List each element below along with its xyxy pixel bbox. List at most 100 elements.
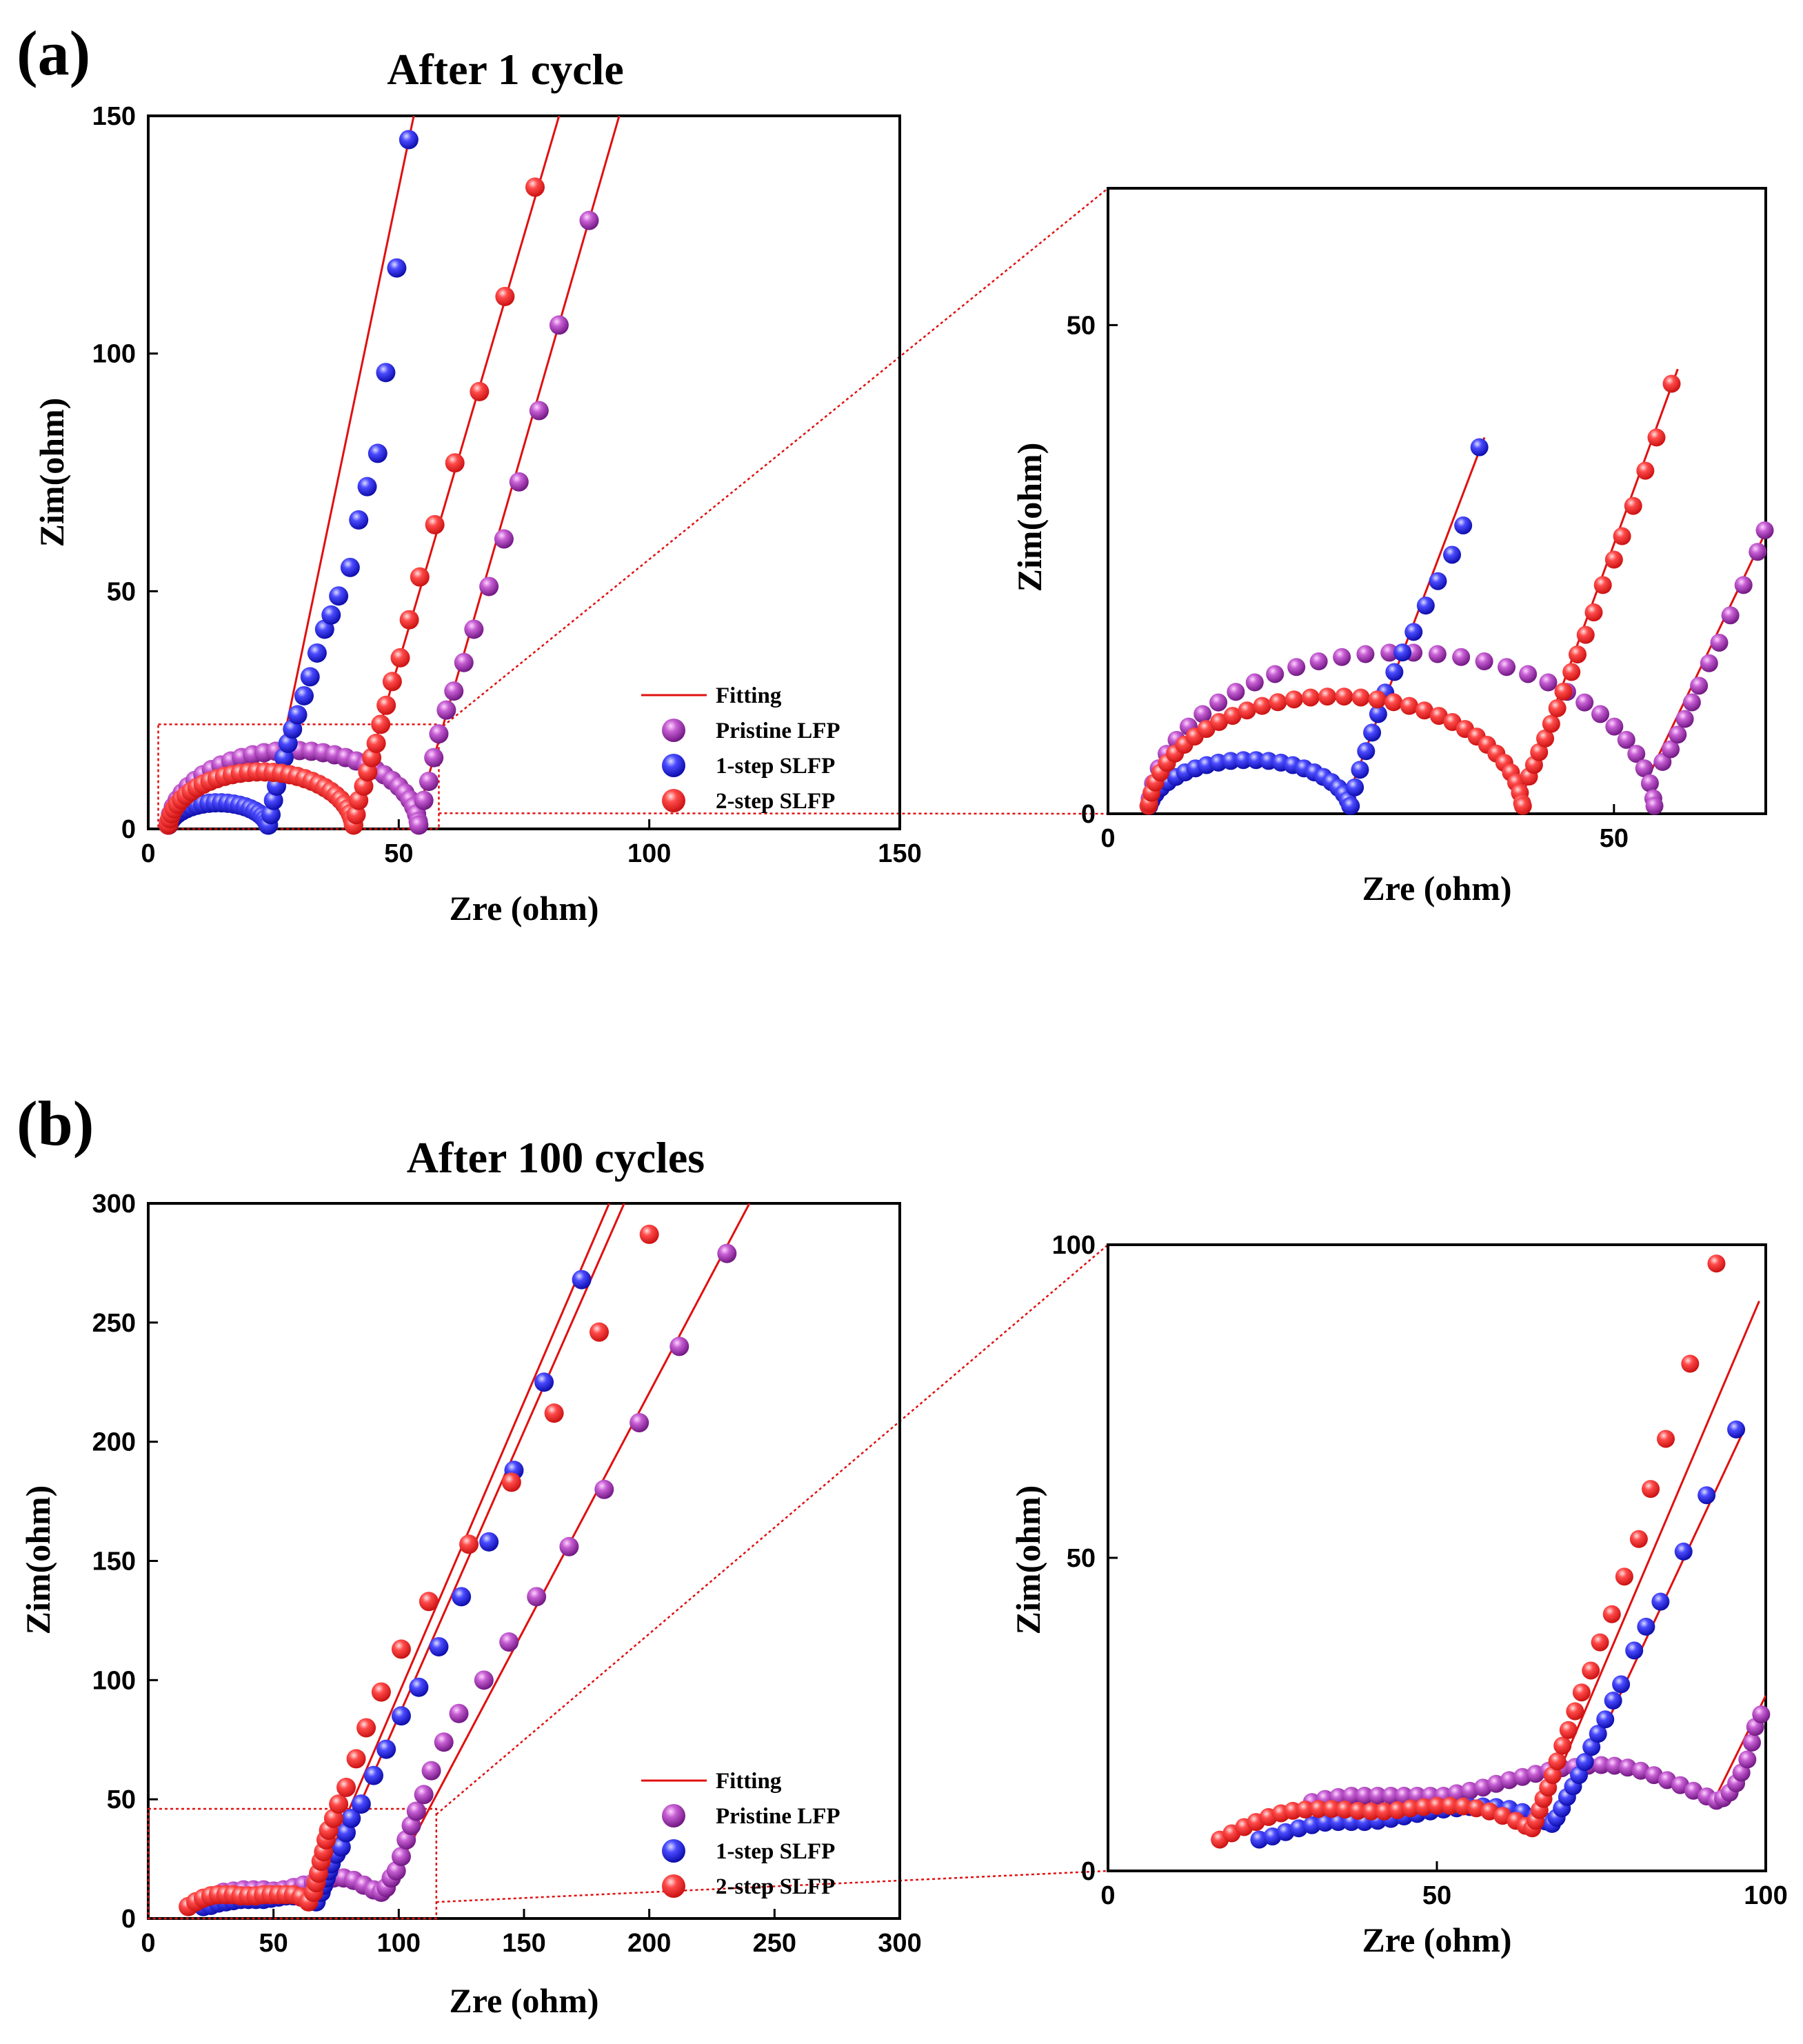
- plot-frame: [147, 114, 901, 830]
- point-step2: [639, 1224, 659, 1244]
- point-step1: [1429, 572, 1447, 590]
- point-step2: [371, 1682, 391, 1702]
- point-step2: [1513, 796, 1532, 815]
- chart-b-main: 0 50 100 150 200 250 300 0 50 100 150 200 250 300 Fit…: [19, 1190, 922, 2020]
- legend-pristine-swatch: [662, 719, 685, 742]
- point-step1: [1346, 778, 1364, 796]
- point-pristine: [1382, 1787, 1400, 1805]
- point-step1: [329, 586, 349, 606]
- point-pristine: [1193, 705, 1212, 723]
- point-step1: [409, 1677, 429, 1697]
- point-step1: [1454, 516, 1473, 534]
- zoom-rectangle: [147, 1807, 438, 1920]
- point-step2: [1591, 1633, 1609, 1652]
- point-pristine: [509, 472, 529, 492]
- point-step1: [364, 1765, 383, 1785]
- point-step2: [1388, 1801, 1407, 1819]
- point-step2: [1602, 1605, 1621, 1623]
- point-step1: [307, 643, 327, 663]
- point-step2: [336, 1777, 356, 1797]
- point-step2: [1559, 1721, 1578, 1739]
- point-step2: [410, 567, 430, 587]
- point-step2: [376, 695, 396, 715]
- chart-a-main: 0 50 100 150 0 50 100 150 Fitting Pristine LFP 1-…: [32, 102, 922, 928]
- tick-marks: 0 50 100 0 50 100: [1052, 1231, 1788, 1910]
- point-pristine: [1227, 683, 1245, 701]
- point-pristine: [436, 700, 456, 720]
- point-pristine: [559, 1536, 579, 1556]
- point-step2: [1647, 428, 1666, 447]
- point-pristine: [1734, 576, 1753, 594]
- point-pristine: [1749, 543, 1767, 561]
- legend-label-step1: 1-step SLFP: [716, 754, 835, 779]
- point-pristine: [1342, 1787, 1360, 1805]
- point-step2: [1414, 1798, 1433, 1816]
- y-tick-label: 150: [92, 102, 136, 131]
- connector-line: [439, 812, 1109, 815]
- x-tick-label: 50: [1600, 824, 1629, 853]
- point-step2: [1636, 461, 1655, 480]
- point-step1: [1637, 1617, 1655, 1636]
- x-tick-label: 0: [1100, 1881, 1115, 1910]
- point-step1: [1651, 1592, 1670, 1611]
- data-points: [1139, 374, 1774, 815]
- point-step2: [1428, 1796, 1446, 1815]
- point-step1: [479, 1532, 499, 1552]
- point-step2: [1548, 699, 1567, 717]
- point-step2: [366, 733, 386, 753]
- chart-a-inset: 0 50 0 50 Zre (ohm) Zim(ohm): [1010, 187, 1774, 908]
- tick-marks: 0 50 100 150 0 50 100 150: [92, 102, 922, 868]
- point-pristine: [717, 1243, 737, 1263]
- point-step1: [341, 1808, 361, 1828]
- y-tick-label: 250: [92, 1309, 136, 1338]
- point-pristine: [1721, 606, 1740, 625]
- point-step2: [1322, 1800, 1341, 1818]
- point-step2: [1624, 497, 1642, 515]
- point-step2: [1543, 1766, 1562, 1785]
- point-pristine: [1287, 658, 1306, 677]
- point-step2: [1536, 729, 1555, 748]
- point-pristine: [421, 1761, 441, 1781]
- point-step1: [534, 1372, 554, 1392]
- point-step1: [1234, 751, 1253, 770]
- x-tick-label: 100: [377, 1929, 421, 1958]
- point-step1: [572, 1270, 592, 1290]
- plot-frame: [1107, 187, 1767, 815]
- zoom-box: [147, 1807, 438, 1920]
- point-pristine: [1653, 752, 1672, 771]
- point-step1: [1316, 1814, 1334, 1832]
- point-step2: [1384, 693, 1403, 712]
- point-step2: [329, 1794, 349, 1814]
- point-step2: [1542, 714, 1560, 733]
- point-step1: [452, 1587, 472, 1607]
- point-step2: [1368, 690, 1387, 709]
- point-step1: [1416, 597, 1435, 615]
- x-tick-label: 50: [384, 839, 413, 868]
- point-step1: [1385, 663, 1404, 681]
- point-pristine: [1738, 1750, 1757, 1769]
- point-step2: [495, 286, 515, 306]
- point-step2: [1349, 1801, 1367, 1820]
- point-step2: [1335, 688, 1353, 706]
- y-tick-label: 0: [1081, 1857, 1096, 1886]
- point-pristine: [429, 724, 449, 744]
- point-step1: [351, 1794, 371, 1814]
- point-pristine: [1662, 740, 1680, 759]
- point-pristine: [474, 1670, 494, 1690]
- point-step2: [1253, 697, 1271, 715]
- point-step1: [340, 557, 360, 577]
- panel-label-a: (a): [17, 18, 90, 88]
- x-tick-label: 0: [141, 839, 155, 868]
- point-pristine: [499, 1632, 519, 1652]
- point-pristine: [1209, 693, 1228, 712]
- point-pristine: [549, 315, 569, 335]
- point-step2: [1593, 576, 1612, 594]
- point-step1: [1393, 643, 1412, 662]
- point-pristine: [529, 401, 549, 421]
- point-pristine: [1591, 705, 1610, 723]
- y-tick-label: 0: [121, 1905, 136, 1934]
- point-step2: [371, 714, 391, 734]
- point-pristine: [1605, 717, 1624, 736]
- x-tick-label: 200: [627, 1929, 671, 1958]
- point-step2: [1582, 1661, 1600, 1680]
